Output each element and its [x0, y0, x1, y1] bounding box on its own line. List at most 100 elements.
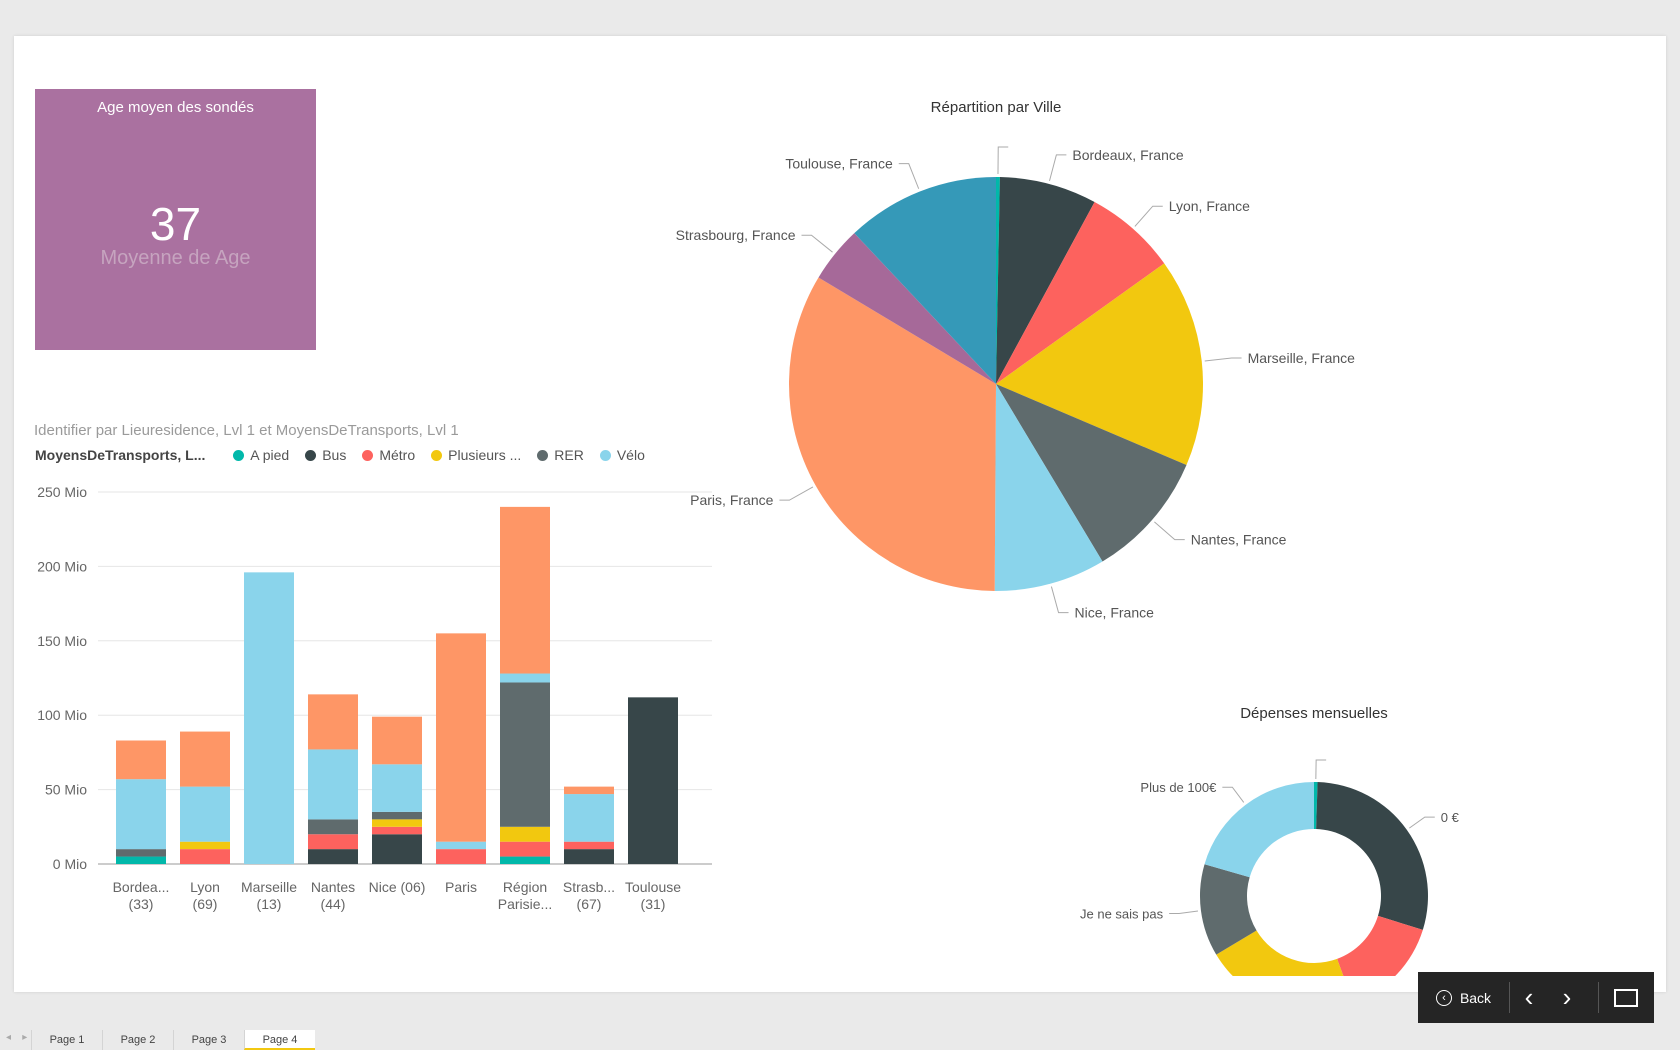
- chevron-right-icon: ›: [1562, 982, 1572, 1012]
- chevron-left-icon: ‹: [1524, 982, 1534, 1012]
- legend-dot: [599, 450, 611, 461]
- leader-line: [1050, 586, 1069, 614]
- bar-segment[interactable]: [180, 849, 230, 864]
- bar-segment[interactable]: [308, 819, 358, 835]
- slice-label: Paris, France: [690, 492, 773, 508]
- card-title: Age moyen des sondés: [97, 99, 254, 116]
- legend-item-plusieurs[interactable]: Plusieurs ...: [431, 447, 521, 463]
- slice-label: Strasbourg, France: [676, 227, 796, 243]
- back-button[interactable]: ‹ Back: [1418, 972, 1509, 1023]
- leader-line: [801, 234, 833, 253]
- slice-toulouse-france[interactable]: [854, 177, 996, 384]
- bar-segment[interactable]: [500, 826, 550, 842]
- bar-segment[interactable]: [564, 794, 614, 842]
- x-tick-label: (69): [193, 896, 218, 912]
- legend-label: Plusieurs ...: [448, 447, 522, 463]
- fit-to-screen-button[interactable]: [1598, 972, 1654, 1023]
- slice-marseille-france[interactable]: [996, 263, 1203, 466]
- bar-segment[interactable]: [180, 731, 230, 787]
- back-label: Back: [1459, 989, 1492, 1006]
- tab-page-3[interactable]: Page 3: [173, 1030, 244, 1050]
- bar-segment[interactable]: [564, 849, 614, 864]
- x-tick-label: Nantes: [311, 879, 355, 895]
- bar-segment[interactable]: [500, 841, 550, 857]
- next-page-button[interactable]: ›: [1548, 972, 1586, 1023]
- slice-strasbourg-france[interactable]: [818, 233, 996, 384]
- bar-segment[interactable]: [372, 834, 422, 864]
- slice-unlabeled[interactable]: [1314, 782, 1318, 830]
- bar-segment[interactable]: [116, 856, 166, 864]
- slice-label: 0 €: [1441, 810, 1460, 825]
- bar-segment[interactable]: [116, 740, 166, 780]
- chart-title: Répartition par Ville: [931, 99, 1062, 116]
- legend-item-a-pied[interactable]: A pied: [233, 447, 289, 463]
- slice-lyon-france[interactable]: [996, 201, 1165, 384]
- bar-segment[interactable]: [308, 694, 358, 750]
- slice-entre-50-et-100[interactable]: [1216, 930, 1353, 976]
- slice-unlabeled[interactable]: [996, 177, 1000, 384]
- x-tick-label: Nice (06): [369, 879, 426, 895]
- leader-line: [1134, 205, 1163, 227]
- bar-segment[interactable]: [244, 572, 294, 864]
- legend-item-metro[interactable]: Métro: [362, 447, 415, 463]
- nav-divider: [1509, 982, 1510, 1013]
- bar-segment[interactable]: [308, 749, 358, 820]
- slice-label: Je ne sais pas: [1080, 906, 1164, 921]
- bar-segment[interactable]: [180, 841, 230, 850]
- report-canvas: Age moyen des sondés 37 Moyenne de Age I…: [14, 36, 1666, 992]
- card-subtitle: Moyenne de Age: [100, 247, 251, 269]
- slice-label: Bordeaux, France: [1072, 147, 1183, 163]
- stacked-bar-chart[interactable]: 0 Mio 50 Mio 100 Mio 150 Mio 200 Mio 250 Mio B…: [14, 476, 734, 946]
- tab-page-4[interactable]: Page 4: [244, 1030, 315, 1050]
- slice-nice-france[interactable]: [994, 384, 1103, 591]
- slice-paris-france[interactable]: [789, 277, 996, 591]
- bar-segment[interactable]: [500, 506, 550, 674]
- slice-label: Lyon, France: [1169, 198, 1250, 214]
- legend-title: MoyensDeTransports, L...: [35, 447, 206, 463]
- slice-bordeaux-france[interactable]: [996, 177, 1095, 384]
- bar-segment[interactable]: [372, 819, 422, 827]
- bar-segment[interactable]: [500, 682, 550, 827]
- leader-line: [779, 486, 814, 501]
- slice-plus-de-100[interactable]: [1204, 782, 1314, 878]
- bar-segment[interactable]: [308, 849, 358, 864]
- bar-segment[interactable]: [372, 764, 422, 812]
- bar-segment[interactable]: [500, 856, 550, 864]
- bar-segment[interactable]: [116, 779, 166, 850]
- legend-item-bus[interactable]: Bus: [305, 447, 346, 463]
- tab-scroll-arrows-icon[interactable]: ◂ ▸: [6, 1032, 32, 1043]
- legend-label: Métro: [379, 447, 416, 463]
- bar-segment[interactable]: [564, 786, 614, 795]
- legend-item-rer[interactable]: RER: [537, 447, 584, 463]
- bar-segment[interactable]: [372, 826, 422, 835]
- legend-item-velo[interactable]: Vélo: [599, 447, 645, 463]
- legend-dot: [537, 450, 549, 461]
- bar-segment[interactable]: [564, 841, 614, 850]
- tab-page-2[interactable]: Page 2: [102, 1030, 173, 1050]
- bar-segment[interactable]: [180, 786, 230, 842]
- fit-screen-icon: [1614, 988, 1638, 1007]
- bar-segment[interactable]: [116, 849, 166, 857]
- bar-segment[interactable]: [436, 633, 486, 842]
- x-tick-label: Marseille: [241, 879, 297, 895]
- bar-segment[interactable]: [372, 811, 422, 820]
- leader-line: [1409, 816, 1435, 829]
- bar-segment[interactable]: [436, 849, 486, 864]
- legend-dot: [233, 450, 245, 461]
- kpi-card[interactable]: Age moyen des sondés 37 Moyenne de Age: [35, 89, 316, 350]
- x-tick-label: (67): [577, 896, 602, 912]
- slice-0[interactable]: [1316, 782, 1428, 930]
- tab-page-1[interactable]: Page 1: [31, 1030, 102, 1050]
- slice-je-ne-sais-pas[interactable]: [1200, 864, 1257, 955]
- bar-segment[interactable]: [372, 716, 422, 765]
- slice-nantes-france[interactable]: [996, 384, 1187, 562]
- previous-page-button[interactable]: ‹: [1510, 972, 1548, 1023]
- bar-segment[interactable]: [436, 841, 486, 850]
- slice-entre-0-et-50[interactable]: [1337, 915, 1423, 976]
- bar-segment[interactable]: [500, 673, 550, 683]
- back-circle-icon: ‹: [1435, 989, 1452, 1006]
- pie-chart[interactable]: Répartition par Ville Bordeaux, France Lyo…: [574, 56, 1434, 656]
- bar-segment[interactable]: [308, 834, 358, 850]
- bar-segment[interactable]: [628, 697, 678, 864]
